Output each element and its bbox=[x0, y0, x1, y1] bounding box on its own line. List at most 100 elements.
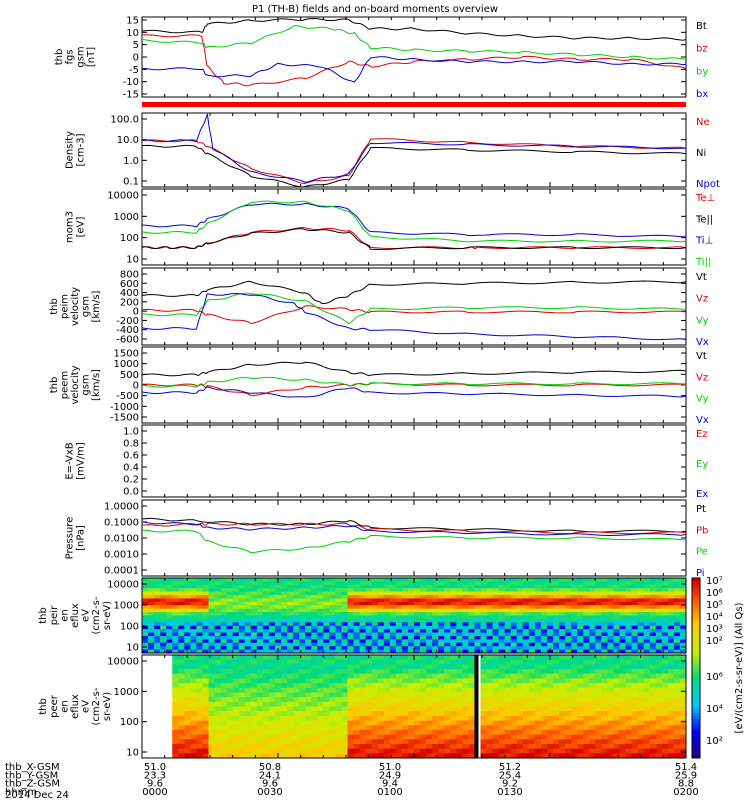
heatmap-cell bbox=[595, 625, 602, 630]
heatmap-cell bbox=[637, 612, 645, 616]
heatmap-cell bbox=[649, 739, 657, 745]
heatmap-cell bbox=[546, 618, 554, 623]
heatmap-cell bbox=[631, 729, 639, 736]
heatmap-cell bbox=[432, 625, 439, 630]
heatmap-cell bbox=[655, 595, 663, 599]
heatmap-cell bbox=[142, 584, 149, 589]
heatmap-cell bbox=[607, 655, 614, 661]
heatmap-cell bbox=[293, 605, 300, 610]
heatmap-cell bbox=[184, 725, 191, 731]
heatmap-cell bbox=[661, 615, 669, 620]
heatmap-cell bbox=[256, 748, 264, 754]
heatmap-cell bbox=[540, 646, 548, 651]
heatmap-cell bbox=[365, 673, 373, 679]
heatmap-cell bbox=[522, 639, 530, 644]
heatmap-cell bbox=[172, 701, 179, 707]
heatmap-cell bbox=[214, 649, 222, 654]
heatmap-cell bbox=[317, 615, 324, 620]
heatmap-cell bbox=[226, 743, 234, 750]
heatmap-cell bbox=[371, 581, 379, 586]
heatmap-cell bbox=[389, 748, 397, 754]
heatmap-cell bbox=[456, 734, 463, 740]
heatmap-cell bbox=[595, 642, 602, 647]
heatmap-cell bbox=[655, 743, 663, 750]
heatmap-cell bbox=[480, 748, 488, 754]
heatmap-cell bbox=[359, 748, 367, 754]
heatmap-cell bbox=[172, 725, 179, 731]
heatmap-cell bbox=[516, 659, 524, 665]
heatmap-cell bbox=[238, 715, 246, 722]
heatmap-cell bbox=[220, 720, 228, 726]
heatmap-cell bbox=[559, 588, 566, 593]
heatmap-cell bbox=[619, 632, 627, 637]
heatmap-cell bbox=[142, 632, 149, 637]
heatmap-cell bbox=[619, 706, 627, 712]
heatmap-cell bbox=[401, 729, 409, 736]
heatmap-cell bbox=[335, 659, 342, 665]
heatmap-cell bbox=[613, 701, 621, 707]
heatmap-cell bbox=[631, 673, 639, 679]
heatmap-cell bbox=[244, 618, 252, 623]
heatmap-cell bbox=[667, 632, 675, 637]
heatmap-cell bbox=[607, 715, 614, 722]
heatmap-cell bbox=[293, 591, 300, 596]
colorbar-frame bbox=[691, 577, 701, 759]
heatmap-cell bbox=[335, 673, 342, 679]
heatmap-cell bbox=[492, 584, 500, 589]
heatmap-cell bbox=[341, 642, 349, 647]
heatmap-cell bbox=[492, 659, 500, 665]
heatmap-cell bbox=[420, 697, 427, 703]
heatmap-cell bbox=[444, 578, 451, 582]
heatmap-cell bbox=[673, 625, 681, 630]
heatmap-cell bbox=[142, 701, 149, 707]
heatmap-cell bbox=[661, 743, 669, 750]
heatmap-cell bbox=[432, 655, 439, 661]
heatmap-cell bbox=[190, 642, 197, 647]
heatmap-cell bbox=[468, 734, 475, 740]
heatmap-cell bbox=[456, 588, 463, 593]
heatmap-cell bbox=[643, 678, 651, 684]
legend-entry: Vy bbox=[696, 315, 709, 326]
heatmap-cell bbox=[238, 687, 246, 693]
heatmap-cell bbox=[613, 639, 621, 644]
heatmap-cell bbox=[661, 734, 669, 740]
heatmap-cell bbox=[528, 649, 536, 654]
heatmap-cell bbox=[619, 601, 627, 606]
heatmap-cell bbox=[667, 649, 675, 654]
heatmap-cell bbox=[468, 692, 475, 698]
heatmap-cell bbox=[546, 701, 554, 707]
heatmap-cell bbox=[172, 612, 179, 616]
heatmap-cell bbox=[232, 588, 240, 593]
heatmap-cell bbox=[389, 584, 397, 589]
heatmap-cell bbox=[631, 678, 639, 684]
heatmap-cell bbox=[401, 715, 409, 722]
heatmap-cell bbox=[450, 697, 457, 703]
heatmap-cell bbox=[613, 618, 621, 623]
heatmap-cell bbox=[293, 683, 300, 689]
heatmap-cell bbox=[571, 629, 578, 634]
heatmap-cell bbox=[238, 669, 246, 675]
heatmap-cell bbox=[377, 642, 385, 647]
heatmap-cell bbox=[661, 646, 669, 651]
heatmap-cell bbox=[383, 591, 391, 596]
heatmap-cell bbox=[426, 629, 433, 634]
heatmap-cell bbox=[534, 664, 542, 670]
heatmap-cell bbox=[244, 646, 252, 651]
heatmap-cell bbox=[474, 625, 481, 630]
heatmap-cell bbox=[625, 642, 633, 647]
y-axis-label-line: gsm bbox=[75, 46, 86, 67]
heatmap-cell bbox=[444, 743, 451, 750]
heatmap-cell bbox=[341, 743, 349, 750]
heatmap-cell bbox=[625, 649, 633, 654]
heatmap-cell bbox=[395, 687, 403, 693]
heatmap-cell bbox=[498, 591, 506, 596]
heatmap-cell bbox=[444, 729, 451, 736]
heatmap-cell bbox=[377, 683, 385, 689]
heatmap-cell bbox=[462, 673, 469, 679]
heatmap-cell bbox=[353, 687, 361, 693]
heatmap-cell bbox=[553, 725, 560, 731]
heatmap-cell bbox=[142, 622, 149, 627]
heatmap-cell bbox=[474, 649, 481, 654]
heatmap-cell bbox=[637, 729, 645, 736]
